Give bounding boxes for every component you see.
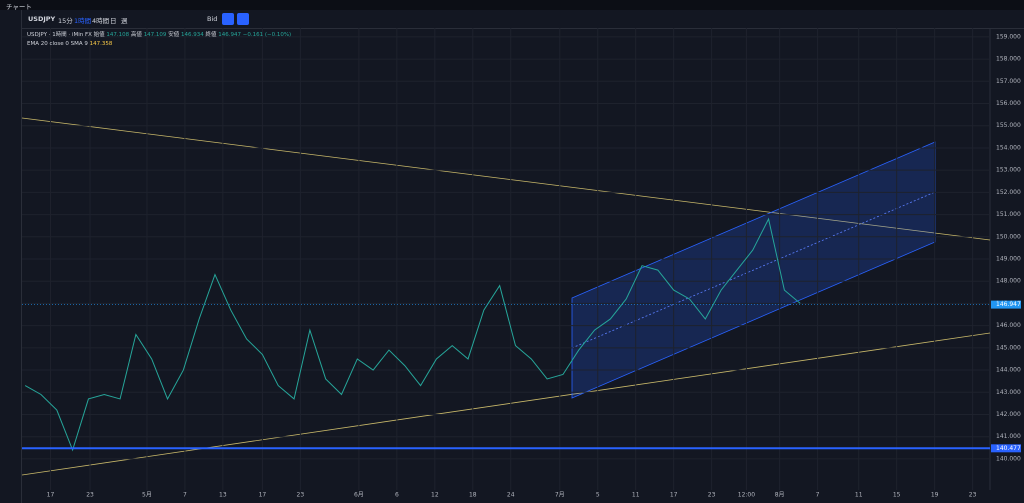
interval[interactable]: 週 [121, 17, 128, 25]
y-tick-label: 151.000 [996, 211, 1021, 218]
interval[interactable]: 15分 [58, 17, 73, 25]
x-tick-label: 18 [469, 492, 477, 499]
y-tick-label: 142.000 [996, 411, 1021, 418]
x-tick-label: 12 [431, 492, 439, 499]
price-tag [991, 444, 1021, 453]
x-tick-label: 23 [297, 492, 305, 499]
price-line [24, 217, 801, 452]
x-tick-label: 23 [969, 492, 977, 499]
trend-line [21, 332, 991, 476]
y-tick-label: 150.000 [996, 233, 1021, 240]
title-bar: チャート [0, 0, 1024, 11]
price-tag-label: 140.477 [996, 445, 1021, 452]
x-tick-label: 19 [931, 492, 939, 499]
price-tag-label: 146.947 [996, 301, 1021, 308]
x-tick-label: 15 [893, 492, 901, 499]
x-tick-label: 17 [670, 492, 678, 499]
x-tick-label: 5月 [142, 492, 152, 499]
y-tick-label: 140.000 [996, 455, 1021, 462]
x-tick-label: 11 [632, 492, 640, 499]
x-tick-label: 23 [86, 492, 94, 499]
legend-value: 147.109 [143, 32, 167, 38]
window-title: チャート [6, 3, 32, 11]
x-tick-label: 23 [708, 492, 716, 499]
y-tick-label: 148.000 [996, 278, 1021, 285]
y-tick-label: 157.000 [996, 78, 1021, 85]
x-tick-label: 17 [259, 492, 267, 499]
price-tag [991, 300, 1021, 309]
interval[interactable]: 4時間 [92, 17, 110, 25]
x-tick-label: 24 [507, 492, 515, 499]
y-tick-label: 145.000 [996, 344, 1021, 351]
left-toolbar [0, 10, 22, 503]
toolbar: USDJPY 15分 1時間 4時間 日 週 Bid [0, 10, 1024, 29]
indicator-name: EMA 20 close 0 SMA 9 [27, 41, 88, 47]
legend-label: 高値 [130, 32, 142, 38]
legend-source: iMin FX [71, 32, 92, 38]
x-tick-label: 7 [183, 492, 187, 499]
legend-interval: 1時間 [52, 32, 67, 38]
x-tick-label: 11 [855, 492, 863, 499]
symbol[interactable]: USDJPY [28, 15, 56, 23]
interval[interactable]: 1時間 [74, 17, 92, 25]
y-tick-label: 149.000 [996, 256, 1021, 263]
channel-midline [571, 191, 936, 349]
y-tick-label: 152.000 [996, 189, 1021, 196]
y-tick-label: 156.000 [996, 100, 1021, 107]
trend-line [21, 117, 991, 241]
x-tick-label: 12:00 [738, 492, 755, 499]
interval[interactable]: 日 [110, 17, 117, 25]
y-tick-label: 158.000 [996, 56, 1021, 63]
chart-style-button[interactable] [237, 13, 249, 25]
x-tick-label: 6 [395, 492, 399, 499]
legend-change: −0.161 (−0.10%) [242, 32, 292, 38]
x-tick-label: 8月 [775, 492, 785, 499]
x-tick-label: 6月 [354, 492, 364, 499]
y-tick-label: 159.000 [996, 33, 1021, 40]
legend-label: 安値 [168, 32, 180, 38]
legend-label: 始値 [93, 32, 105, 38]
x-tick-label: 7 [816, 492, 820, 499]
legend-row: USDJPY · 1時間 · iMin FX 始値 147.108 高値 147… [27, 32, 292, 38]
legend-symbol: USDJPY [27, 32, 47, 38]
price-side[interactable]: Bid [207, 15, 218, 23]
legend-label: 終値 [205, 32, 217, 38]
y-tick-label: 146.000 [996, 322, 1021, 329]
legend: USDJPY · 1時間 · iMin FX 始値 147.108 高値 147… [27, 31, 291, 49]
legend-value: 147.108 [106, 32, 130, 38]
x-tick-label: 5 [596, 492, 600, 499]
legend-value: 146.934 [180, 32, 204, 38]
x-tick-label: 17 [47, 492, 55, 499]
y-tick-label: 153.000 [996, 167, 1021, 174]
legend-row: EMA 20 close 0 SMA 9 147.358 [27, 40, 291, 49]
indicator-value: 147.358 [89, 41, 113, 47]
y-tick-label: 141.000 [996, 433, 1021, 440]
y-tick-label: 154.000 [996, 144, 1021, 151]
legend-value: 146.947 [218, 32, 241, 38]
chart-style-button[interactable] [222, 13, 234, 25]
y-tick-label: 144.000 [996, 367, 1021, 374]
y-tick-label: 143.000 [996, 389, 1021, 396]
x-tick-label: 13 [219, 492, 227, 499]
y-tick-label: 155.000 [996, 122, 1021, 129]
x-tick-label: 7月 [555, 492, 565, 499]
